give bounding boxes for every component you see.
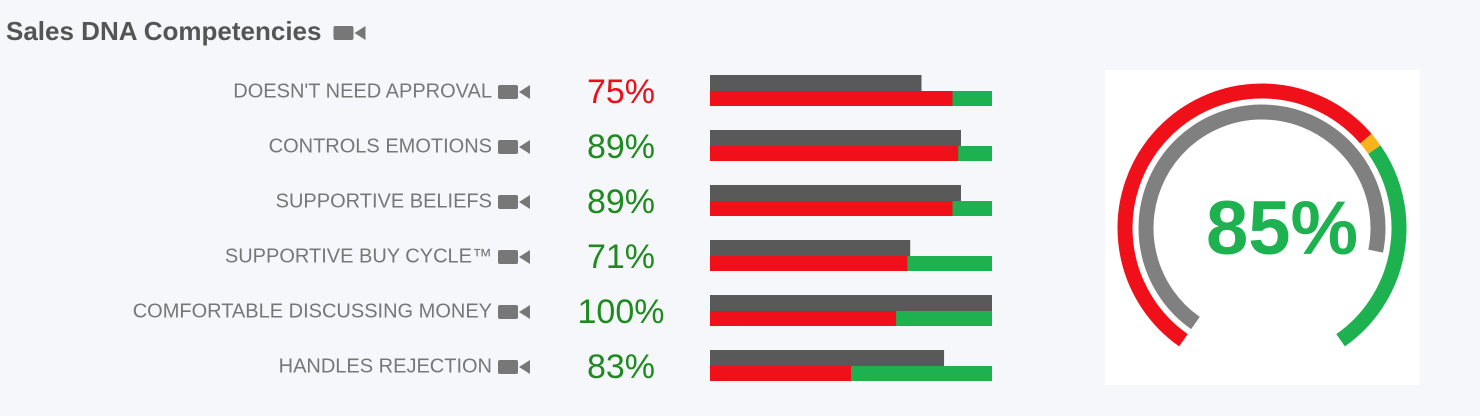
competency-label: HANDLES REJECTION <box>279 355 492 377</box>
score-bar <box>710 240 911 256</box>
competency-score: 83% <box>587 348 655 386</box>
competency-label: CONTROLS EMOTIONS <box>269 135 492 157</box>
video-icon <box>498 140 518 154</box>
competency-label: COMFORTABLE DISCUSSING MONEY <box>133 300 492 322</box>
score-bar <box>710 350 945 366</box>
gauge-panel <box>1105 70 1420 385</box>
score-bar <box>710 75 922 91</box>
title: Sales DNA Competencies <box>6 16 321 46</box>
benchmark-bar <box>710 366 851 381</box>
video-icon <box>519 195 530 209</box>
competency-score: 89% <box>587 183 655 221</box>
video-icon <box>498 305 518 319</box>
video-icon <box>519 140 530 154</box>
gauge-value-arc <box>1138 104 1386 330</box>
competency-label: SUPPORTIVE BUY CYCLE™ <box>225 245 492 267</box>
gauge-band-yellow <box>1360 133 1381 154</box>
gauge-band-green <box>1336 145 1407 347</box>
video-icon <box>519 360 530 374</box>
video-icon <box>498 250 518 264</box>
benchmark-bar <box>710 146 959 161</box>
video-icon <box>519 305 530 319</box>
competency-score: 100% <box>578 293 665 331</box>
competency-label: DOESN'T NEED APPROVAL <box>233 80 492 102</box>
video-icon <box>333 26 354 40</box>
video-icon <box>519 250 530 264</box>
competency-score: 71% <box>587 238 655 276</box>
benchmark-bar <box>710 91 953 106</box>
score-bar <box>710 130 961 146</box>
benchmark-bar <box>710 201 953 216</box>
gauge-value: 85% <box>1206 186 1358 271</box>
benchmark-bar <box>710 311 897 326</box>
benchmark-bar <box>710 256 908 271</box>
score-bar <box>710 185 961 201</box>
video-icon <box>519 85 530 99</box>
gauge-band-red <box>1117 83 1372 347</box>
score-bar <box>710 295 992 311</box>
video-icon <box>498 85 518 99</box>
competency-score: 89% <box>587 128 655 166</box>
video-icon <box>354 26 366 40</box>
video-icon <box>498 195 518 209</box>
competency-score: 75% <box>587 73 655 111</box>
video-icon <box>498 360 518 374</box>
competency-label: SUPPORTIVE BELIEFS <box>276 190 492 212</box>
